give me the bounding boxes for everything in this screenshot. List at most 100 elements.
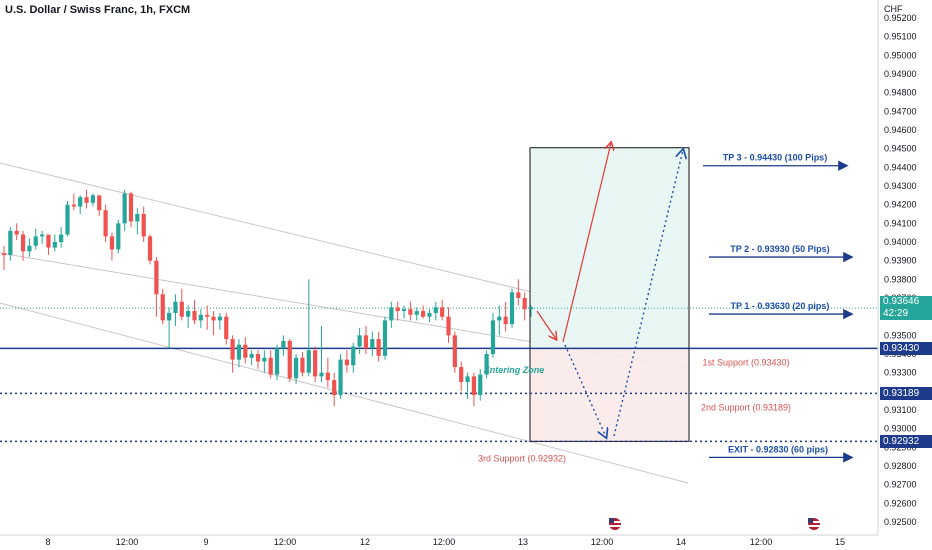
candle: [217, 312, 222, 330]
candle: [97, 195, 102, 216]
candle: [478, 368, 483, 401]
us-flag-icon-stripe: [609, 525, 621, 527]
candle-body: [408, 309, 413, 315]
current-price-value: 0.93646: [883, 296, 920, 308]
candle: [300, 352, 305, 377]
time-tick-label: 12: [360, 537, 370, 547]
candle: [440, 299, 445, 321]
candle: [46, 234, 51, 256]
candle-body: [332, 380, 337, 396]
price-tick-label: 0.93500: [884, 330, 917, 340]
candle: [236, 339, 242, 368]
candle-body: [522, 298, 527, 310]
candle: [14, 223, 19, 241]
candle: [408, 301, 413, 321]
candle-body: [205, 314, 210, 317]
entering-zone-label: Entering Zone: [484, 365, 545, 375]
candle: [490, 312, 496, 358]
candle-body: [509, 292, 515, 325]
candle: [135, 208, 140, 235]
tp2-label: TP 2 - 0.93930 (50 Pips): [730, 244, 829, 254]
candle: [249, 350, 254, 366]
candle: [116, 219, 121, 254]
candle-body: [33, 236, 38, 246]
candle: [414, 307, 419, 321]
price-tick-label: 0.93300: [884, 368, 917, 378]
candle-body: [8, 230, 13, 256]
candlestick-series: [1, 189, 534, 407]
candle: [71, 193, 76, 211]
candle: [141, 206, 146, 242]
candle: [211, 311, 216, 336]
candle: [224, 312, 229, 345]
candle: [370, 331, 375, 356]
candle-body: [446, 316, 451, 336]
price-tick-label: 0.92500: [884, 517, 917, 527]
candle-body: [433, 307, 438, 313]
price-tick-label: 0.92700: [884, 480, 917, 490]
candle: [27, 238, 32, 257]
candle: [40, 230, 45, 244]
candle: [1, 245, 7, 270]
price-tick-label: 0.94300: [884, 181, 917, 191]
time-tick-label: 14: [676, 537, 686, 547]
time-tick-label: 12:00: [750, 537, 773, 547]
current-price-label: 0.93646 42:29: [880, 296, 932, 321]
candle: [395, 301, 400, 321]
us-flag-icon: [808, 518, 820, 530]
candle-body: [497, 316, 502, 321]
candle: [154, 256, 159, 317]
price-tick-label: 0.93000: [884, 424, 917, 434]
candle: [332, 372, 337, 407]
candle-body: [198, 314, 203, 321]
candle: [363, 326, 369, 354]
candle-body: [528, 307, 534, 310]
time-tick-label: 12:00: [274, 537, 297, 547]
candle-body: [84, 197, 89, 203]
dip-projection-arrow: [564, 344, 606, 437]
candle-body: [395, 307, 400, 312]
currency-label: CHF: [884, 4, 903, 14]
candle: [122, 189, 127, 231]
candle-body: [357, 335, 362, 347]
candle: [173, 294, 178, 326]
candle: [192, 299, 197, 325]
candle: [503, 301, 508, 332]
time-tick-label: 8: [45, 537, 50, 547]
candle-body: [389, 307, 394, 321]
candle: [484, 350, 489, 379]
candle-body: [262, 357, 267, 362]
candle-body: [52, 242, 57, 248]
candle: [389, 301, 394, 328]
candle-body: [97, 195, 102, 211]
candle-body: [281, 340, 286, 349]
candle: [205, 305, 210, 330]
candle: [465, 372, 470, 399]
price-tick-label: 0.92600: [884, 498, 917, 508]
candle-body: [179, 301, 184, 317]
candle-body: [363, 335, 369, 349]
chart-title: U.S. Dollar / Swiss Franc, 1h, FXCM: [5, 4, 191, 16]
candle: [167, 307, 172, 349]
candle-body: [503, 316, 508, 325]
loss-zone: [530, 348, 689, 442]
projection-arrows: [536, 143, 683, 437]
candle-body: [160, 294, 165, 321]
candle: [90, 193, 95, 207]
candle-body: [236, 344, 242, 360]
candle: [186, 305, 191, 328]
candle-body: [217, 316, 222, 321]
candle: [446, 307, 451, 343]
candle: [147, 234, 153, 265]
candle-body: [319, 372, 324, 377]
time-tick-label: 9: [203, 537, 208, 547]
price-tick-label: 0.94800: [884, 88, 917, 98]
candle: [103, 204, 108, 242]
candle: [262, 350, 267, 373]
trend-line-lower: [0, 302, 689, 484]
time-axis: 8 12:00 9 12:00 12 12:00 13 12:00 14 12:00 15: [0, 518, 878, 547]
candle-body: [14, 230, 19, 235]
candle-body: [128, 193, 134, 222]
